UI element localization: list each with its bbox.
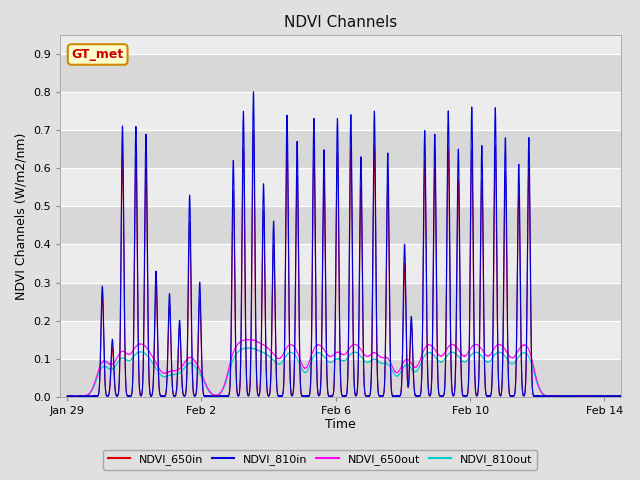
Bar [60, 206, 621, 244]
Bar [60, 244, 621, 283]
Bar [60, 283, 621, 321]
Bar [60, 359, 621, 396]
Bar [60, 168, 621, 206]
X-axis label: Time: Time [325, 419, 356, 432]
Bar [60, 92, 621, 131]
Y-axis label: NDVI Channels (W/m2/nm): NDVI Channels (W/m2/nm) [15, 132, 28, 300]
Bar [60, 131, 621, 168]
Text: GT_met: GT_met [72, 48, 124, 61]
Bar [60, 54, 621, 92]
Legend: NDVI_650in, NDVI_810in, NDVI_650out, NDVI_810out: NDVI_650in, NDVI_810in, NDVI_650out, NDV… [103, 450, 537, 469]
Title: NDVI Channels: NDVI Channels [284, 15, 397, 30]
Bar [60, 321, 621, 359]
